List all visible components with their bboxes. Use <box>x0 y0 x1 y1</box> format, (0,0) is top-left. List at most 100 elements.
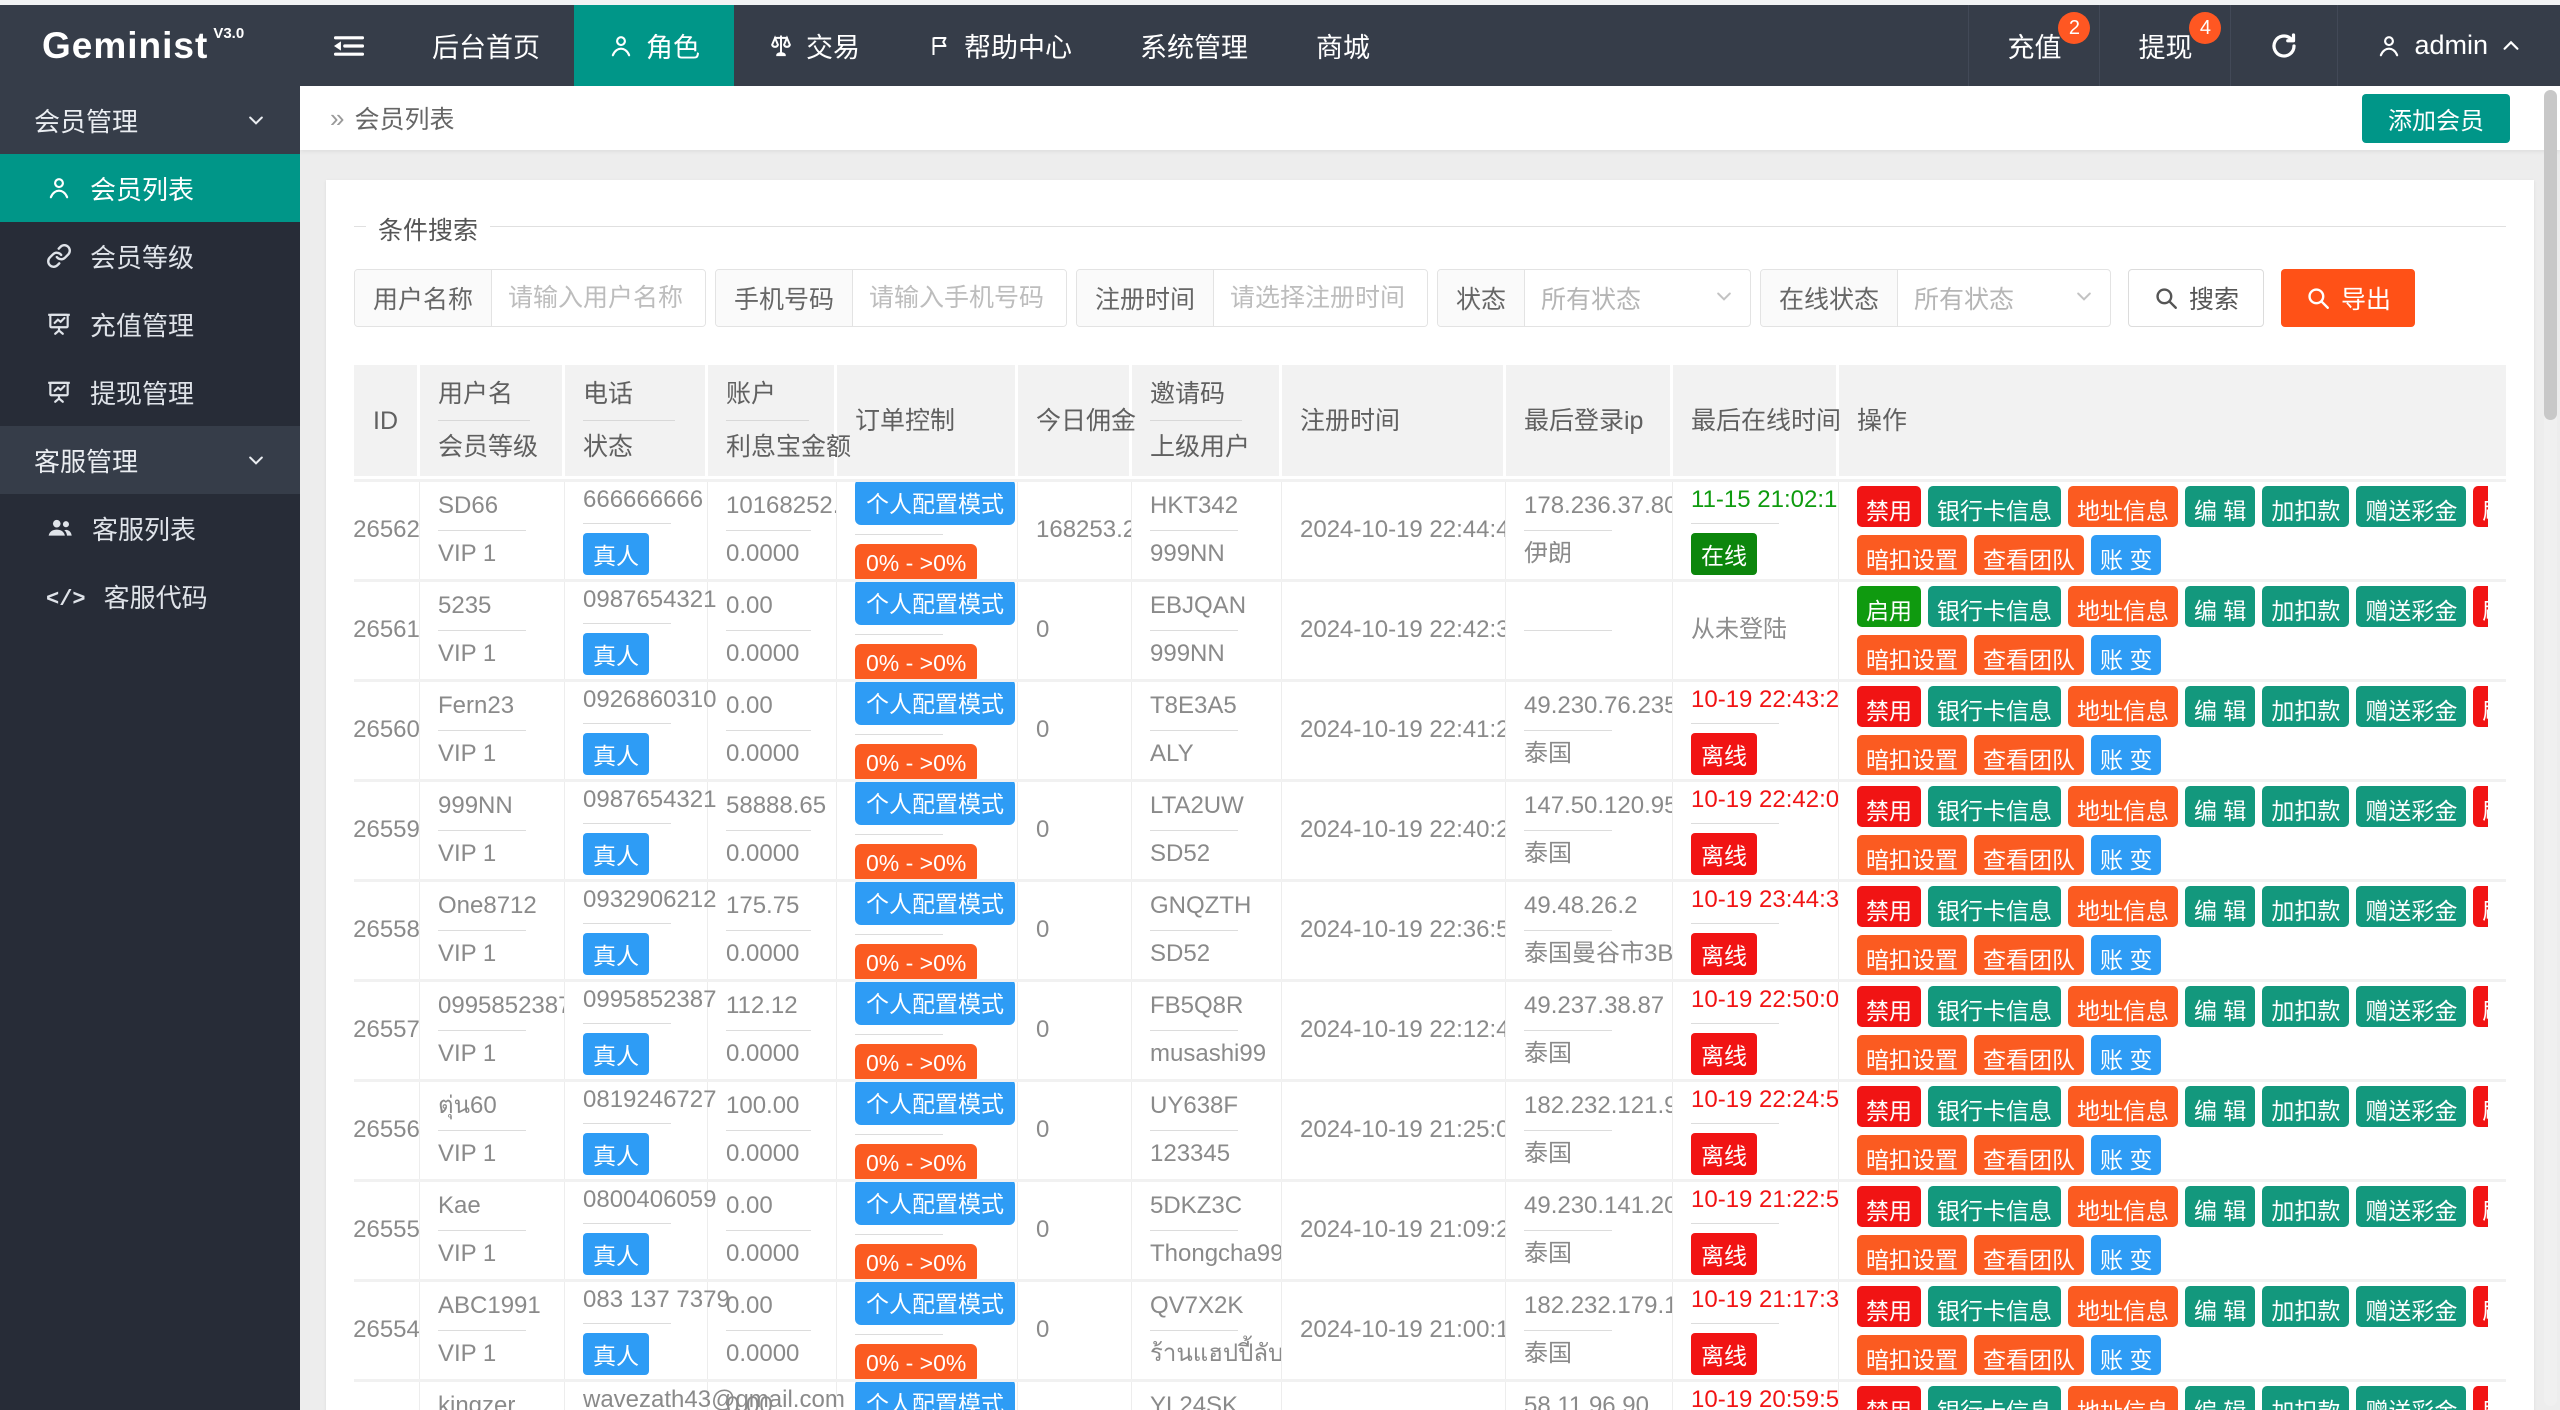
nav-help-center[interactable]: 帮助中心 <box>894 5 1106 86</box>
bank-card-info-button[interactable]: 银行卡信息 <box>1928 1186 2061 1227</box>
view-team-button[interactable]: 查看团队 <box>1974 734 2084 775</box>
account-change-button[interactable]: 账 变 <box>2091 534 2162 575</box>
rate-range-button[interactable]: 0% - >0% <box>855 843 978 879</box>
hidden-deduct-button[interactable]: 暗扣设置 <box>1857 1034 1967 1075</box>
personal-config-button[interactable]: 个人配置模式 <box>855 982 1015 1025</box>
view-team-button[interactable]: 查看团队 <box>1974 534 2084 575</box>
view-team-button[interactable]: 查看团队 <box>1974 934 2084 975</box>
withdraw-button[interactable]: 提现 4 <box>2099 5 2230 86</box>
nav-system-manage[interactable]: 系统管理 <box>1106 5 1282 86</box>
export-button[interactable]: 导出 <box>2281 269 2416 327</box>
refresh-qrcode-button[interactable]: 刷新二维码 <box>2473 886 2488 927</box>
bank-card-info-button[interactable]: 银行卡信息 <box>1928 1386 2061 1410</box>
gift-bonus-button[interactable]: 赠送彩金 <box>2356 786 2467 827</box>
enable-button[interactable]: 启用 <box>1857 586 1921 627</box>
hidden-deduct-button[interactable]: 暗扣设置 <box>1857 534 1967 575</box>
recharge-button[interactable]: 充值 2 <box>1968 5 2099 86</box>
rate-range-button[interactable]: 0% - >0% <box>855 743 978 779</box>
disable-button[interactable]: 禁用 <box>1857 786 1921 827</box>
add-deduct-button[interactable]: 加扣款 <box>2262 1386 2350 1410</box>
hidden-deduct-button[interactable]: 暗扣设置 <box>1857 1234 1967 1275</box>
edit-button[interactable]: 编 辑 <box>2185 1086 2256 1127</box>
sidebar-item-service-code[interactable]: </> 客服代码 <box>0 562 300 630</box>
edit-button[interactable]: 编 辑 <box>2185 1186 2256 1227</box>
refresh-qrcode-button[interactable]: 刷新二维码 <box>2473 1286 2488 1327</box>
sidebar-group-service-manage[interactable]: 客服管理 <box>0 426 300 494</box>
edit-button[interactable]: 编 辑 <box>2185 1286 2256 1327</box>
address-info-button[interactable]: 地址信息 <box>2068 1386 2178 1410</box>
hidden-deduct-button[interactable]: 暗扣设置 <box>1857 934 1967 975</box>
bank-card-info-button[interactable]: 银行卡信息 <box>1928 886 2061 927</box>
add-deduct-button[interactable]: 加扣款 <box>2262 586 2350 627</box>
add-deduct-button[interactable]: 加扣款 <box>2262 1086 2350 1127</box>
personal-config-button[interactable]: 个人配置模式 <box>855 482 1015 525</box>
address-info-button[interactable]: 地址信息 <box>2068 986 2178 1027</box>
status-select[interactable]: 所有状态 <box>1525 270 1750 326</box>
rate-range-button[interactable]: 0% - >0% <box>855 643 978 679</box>
rate-range-button[interactable]: 0% - >0% <box>855 543 978 579</box>
add-deduct-button[interactable]: 加扣款 <box>2262 786 2350 827</box>
rate-range-button[interactable]: 0% - >0% <box>855 1343 978 1379</box>
edit-button[interactable]: 编 辑 <box>2185 1386 2256 1410</box>
address-info-button[interactable]: 地址信息 <box>2068 686 2178 727</box>
personal-config-button[interactable]: 个人配置模式 <box>855 582 1015 625</box>
bank-card-info-button[interactable]: 银行卡信息 <box>1928 786 2061 827</box>
disable-button[interactable]: 禁用 <box>1857 1386 1921 1410</box>
address-info-button[interactable]: 地址信息 <box>2068 486 2178 527</box>
menu-toggle-button[interactable] <box>300 5 398 86</box>
personal-config-button[interactable]: 个人配置模式 <box>855 1282 1015 1325</box>
sidebar-group-member-manage[interactable]: 会员管理 <box>0 86 300 154</box>
address-info-button[interactable]: 地址信息 <box>2068 1186 2178 1227</box>
sidebar-item-service-list[interactable]: 客服列表 <box>0 494 300 562</box>
add-deduct-button[interactable]: 加扣款 <box>2262 986 2350 1027</box>
view-team-button[interactable]: 查看团队 <box>1974 834 2084 875</box>
gift-bonus-button[interactable]: 赠送彩金 <box>2356 1186 2467 1227</box>
online-select[interactable]: 所有状态 <box>1898 270 2110 326</box>
refresh-qrcode-button[interactable]: 刷新二维码 <box>2473 1086 2488 1127</box>
address-info-button[interactable]: 地址信息 <box>2068 1286 2178 1327</box>
gift-bonus-button[interactable]: 赠送彩金 <box>2356 886 2467 927</box>
gift-bonus-button[interactable]: 赠送彩金 <box>2356 986 2467 1027</box>
bank-card-info-button[interactable]: 银行卡信息 <box>1928 486 2061 527</box>
nav-dashboard[interactable]: 后台首页 <box>398 5 574 86</box>
gift-bonus-button[interactable]: 赠送彩金 <box>2356 486 2467 527</box>
scrollbar-thumb[interactable] <box>2544 90 2557 420</box>
view-team-button[interactable]: 查看团队 <box>1974 1034 2084 1075</box>
gift-bonus-button[interactable]: 赠送彩金 <box>2356 586 2467 627</box>
disable-button[interactable]: 禁用 <box>1857 1086 1921 1127</box>
personal-config-button[interactable]: 个人配置模式 <box>855 882 1015 925</box>
bank-card-info-button[interactable]: 银行卡信息 <box>1928 686 2061 727</box>
rate-range-button[interactable]: 0% - >0% <box>855 1243 978 1279</box>
refresh-qrcode-button[interactable]: 刷新二维码 <box>2473 786 2488 827</box>
edit-button[interactable]: 编 辑 <box>2185 986 2256 1027</box>
nav-role[interactable]: 角色 <box>574 5 734 86</box>
refresh-button[interactable] <box>2230 5 2337 86</box>
account-change-button[interactable]: 账 变 <box>2091 1134 2162 1175</box>
personal-config-button[interactable]: 个人配置模式 <box>855 1082 1015 1125</box>
edit-button[interactable]: 编 辑 <box>2185 586 2256 627</box>
refresh-qrcode-button[interactable]: 刷新二维码 <box>2473 1386 2488 1410</box>
disable-button[interactable]: 禁用 <box>1857 486 1921 527</box>
nav-trade[interactable]: 交易 <box>734 5 894 86</box>
page-scrollbar[interactable] <box>2544 90 2557 1406</box>
gift-bonus-button[interactable]: 赠送彩金 <box>2356 686 2467 727</box>
hidden-deduct-button[interactable]: 暗扣设置 <box>1857 1134 1967 1175</box>
rate-range-button[interactable]: 0% - >0% <box>855 943 978 979</box>
account-change-button[interactable]: 账 变 <box>2091 1234 2162 1275</box>
disable-button[interactable]: 禁用 <box>1857 1186 1921 1227</box>
view-team-button[interactable]: 查看团队 <box>1974 1134 2084 1175</box>
address-info-button[interactable]: 地址信息 <box>2068 786 2178 827</box>
user-menu[interactable]: admin <box>2337 5 2560 86</box>
gift-bonus-button[interactable]: 赠送彩金 <box>2356 1286 2467 1327</box>
refresh-qrcode-button[interactable]: 刷新二维码 <box>2473 486 2488 527</box>
add-deduct-button[interactable]: 加扣款 <box>2262 486 2350 527</box>
account-change-button[interactable]: 账 变 <box>2091 934 2162 975</box>
username-input[interactable] <box>492 270 705 326</box>
phone-input[interactable] <box>853 270 1066 326</box>
hidden-deduct-button[interactable]: 暗扣设置 <box>1857 834 1967 875</box>
account-change-button[interactable]: 账 变 <box>2091 834 2162 875</box>
add-deduct-button[interactable]: 加扣款 <box>2262 1286 2350 1327</box>
nav-mall[interactable]: 商城 <box>1282 5 1404 86</box>
add-deduct-button[interactable]: 加扣款 <box>2262 886 2350 927</box>
personal-config-button[interactable]: 个人配置模式 <box>855 782 1015 825</box>
